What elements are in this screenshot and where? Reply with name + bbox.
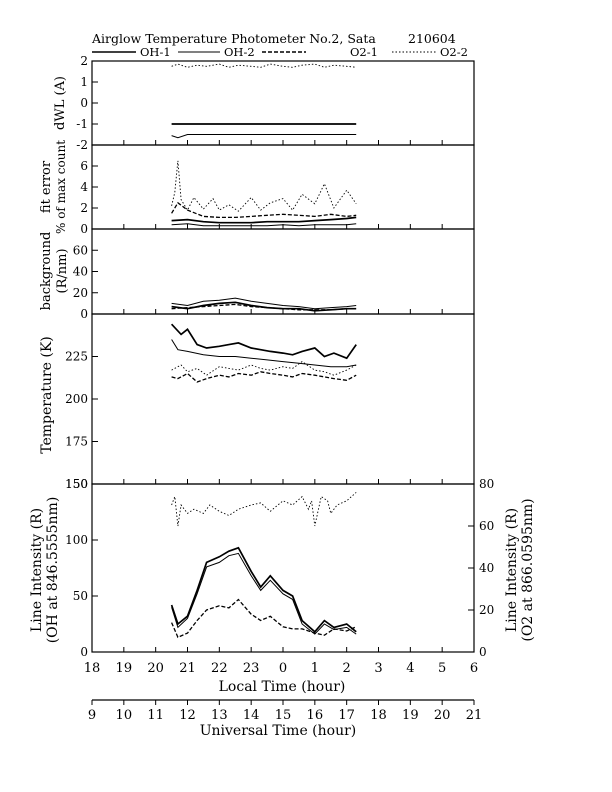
ylabel-dwl: dWL (A) (53, 76, 68, 130)
series-line-oh-2 (171, 552, 357, 635)
legend: OH-1 OH-2 O2-1 O2-2 (92, 45, 468, 59)
ytick-label: 2 (80, 54, 88, 68)
ytick-label: 50 (73, 589, 88, 603)
ut-tick-label: 15 (275, 708, 292, 723)
chart-code: 210604 (408, 31, 456, 46)
legend-label-oh2: OH-2 (224, 45, 255, 59)
ytick-label: 0 (80, 222, 88, 236)
ytick-label: 20 (73, 286, 88, 300)
series-line-o2-2 (171, 63, 357, 68)
ut-tick-label: 16 (307, 708, 324, 723)
series-line-o2-1 (171, 303, 357, 311)
ytick-label: -1 (76, 117, 88, 131)
series-line-o2-2 (171, 361, 357, 376)
y2tick-label: 20 (479, 603, 494, 617)
panel-background-frame (91, 228, 475, 315)
ytick-label: 6 (80, 159, 88, 173)
y2label-intensity: Line Intensity (R) (504, 508, 520, 632)
local-time-tick-label: 4 (406, 661, 414, 676)
series-line-oh-2 (171, 223, 357, 227)
legend-label-o21: O2-1 (350, 45, 378, 59)
series-line-oh-1 (171, 216, 357, 224)
legend-label-o22: O2-2 (440, 45, 468, 59)
local-time-tick-label: 1 (311, 661, 319, 676)
ytick-label: 100 (65, 533, 88, 547)
series-line-o2-1 (171, 201, 357, 219)
ylabel-intensity-sub: (OH at 846.5555nm) (45, 497, 61, 644)
ytick-label: 200 (65, 392, 88, 406)
local-time-tick-label: 20 (147, 661, 164, 676)
ytick-label: 0 (80, 645, 88, 659)
legend-label-oh1: OH-1 (140, 45, 171, 59)
local-time-tick-label: 0 (279, 661, 287, 676)
ut-tick-label: 10 (116, 708, 133, 723)
ytick-label: 175 (65, 435, 88, 449)
ylabel-background-sub: (R/nm) (55, 248, 70, 293)
local-time-tick-label: 18 (84, 661, 101, 676)
ylabel-temperature: Temperature (K) (39, 336, 55, 454)
chart-title: Airglow Temperature Photometer No.2, Sat… (91, 31, 376, 46)
series-line-oh-2 (171, 134, 357, 139)
panel-temperature-frame (91, 313, 475, 485)
series-line-o2-1 (171, 371, 357, 383)
series-line-oh-2 (171, 339, 357, 368)
ytick-label: 0 (80, 307, 88, 321)
series-line-oh-1 (170, 323, 357, 360)
series-line-oh-1 (170, 546, 357, 634)
local-time-tick-label: 6 (470, 661, 478, 676)
ytick-label: 4 (80, 180, 88, 194)
ut-tick-label: 13 (211, 708, 228, 723)
ut-tick-label: 19 (402, 708, 419, 723)
ytick-label: -2 (76, 138, 88, 152)
ytick-label: 60 (73, 243, 88, 257)
ut-tick-label: 17 (338, 708, 355, 723)
local-time-tick-label: 23 (243, 661, 260, 676)
y2tick-label: 60 (479, 519, 494, 533)
ytick-label: 150 (65, 477, 88, 491)
series-line-o2-2 (171, 492, 357, 527)
series-line-o2-1 (171, 598, 357, 639)
ytick-label: 0 (80, 96, 88, 110)
ut-tick-label: 18 (370, 708, 387, 723)
local-time-tick-label: 21 (179, 661, 196, 676)
y2tick-label: 40 (479, 561, 494, 575)
local-time-tick-label: 2 (343, 661, 351, 676)
ylabel-background: background (39, 232, 54, 311)
ytick-label: 1 (80, 75, 88, 89)
ytick-label: 2 (80, 201, 88, 215)
ut-tick-label: 9 (88, 708, 96, 723)
xlabel-universal-time: Universal Time (hour) (200, 723, 357, 739)
y2tick-label: 80 (479, 477, 494, 491)
xlabel-local-time: Local Time (hour) (219, 679, 346, 695)
ut-tick-label: 20 (434, 708, 451, 723)
ut-tick-label: 14 (243, 708, 260, 723)
ylabel-fiterror: fit error (39, 160, 54, 213)
y2tick-label: 0 (479, 645, 487, 659)
ylabel-intensity: Line Intensity (R) (29, 508, 45, 632)
local-time-tick-label: 3 (374, 661, 382, 676)
series-line-oh-2 (171, 297, 357, 310)
ytick-label: 150 (65, 477, 88, 491)
local-time-tick-label: 5 (438, 661, 446, 676)
series-line-o2-2 (171, 160, 357, 212)
local-time-tick-label: 19 (116, 661, 133, 676)
ytick-label: 40 (73, 265, 88, 279)
ylabel-fiterror-sub: % of max count (54, 140, 68, 234)
panel-dwl-frame (91, 60, 475, 146)
ut-tick-label: 11 (147, 708, 164, 723)
ytick-label: 225 (65, 350, 88, 364)
y2label-intensity-sub: (O2 at 866.0595nm) (520, 498, 536, 641)
local-time-tick-label: 22 (211, 661, 228, 676)
chart-marks: 210-1-2642060402002252001751501501005008… (65, 54, 494, 723)
ut-tick-label: 21 (466, 708, 483, 723)
panel-fiterror-frame (91, 144, 475, 230)
ut-tick-label: 12 (179, 708, 196, 723)
